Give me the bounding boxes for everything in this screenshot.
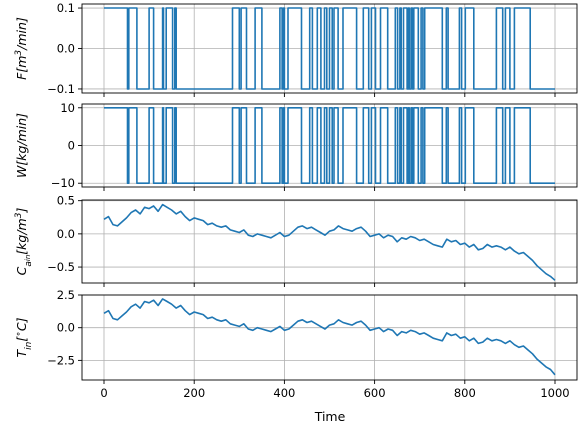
y-tick-label: 0.0	[57, 42, 75, 56]
panel-1: −0.1 0.0 0.1 F[m3/min]	[14, 1, 578, 97]
y-tick-label: 10	[60, 101, 75, 115]
x-axis-label: Time	[314, 409, 346, 424]
series-line-2	[104, 107, 555, 184]
y-tick-label: −2.5	[47, 353, 75, 367]
y-tick-label: 0.0	[57, 321, 75, 335]
y-tick-label: −0.5	[47, 260, 75, 274]
plot-frame	[81, 103, 578, 188]
y-tick-label: 0.1	[57, 1, 75, 15]
panel-3: −0.5 0.0 0.5 Cain[kg/m3]	[14, 194, 578, 287]
y-tick-label: 0.0	[57, 227, 75, 241]
plot-frame	[81, 199, 578, 284]
x-tick-label: 600	[364, 386, 386, 400]
y-axis-label-4: Tin[∘C]	[14, 317, 34, 357]
x-tick-label: 400	[273, 386, 295, 400]
panel-4: −2.5 0.0 2.5 0 200 400 600 800 1000 Tin[∘C]	[14, 288, 578, 400]
plot-frame	[81, 3, 578, 94]
y-axis-label-2: W[kg/min]	[14, 113, 29, 178]
y-axis-label-3: Cain[kg/m3]	[14, 208, 34, 276]
series-line-3	[103, 203, 556, 281]
series-line-4	[103, 298, 556, 376]
y-tick-label: 0.5	[57, 194, 75, 208]
y-tick-label: 0	[68, 139, 75, 153]
plot-frame	[81, 294, 578, 381]
y-axis-label-1: F[m3/min]	[14, 17, 29, 80]
x-tick-label: 200	[183, 386, 205, 400]
x-tick-label: 1000	[540, 386, 569, 400]
panel-2: −10 0 10 W[kg/min]	[14, 101, 578, 191]
y-tick-label: 2.5	[57, 288, 75, 302]
x-tick-label: 0	[100, 386, 107, 400]
y-tick-label: −0.1	[47, 82, 75, 96]
x-tick-label: 800	[454, 386, 476, 400]
y-tick-label: −10	[51, 176, 75, 190]
series-line-1	[104, 7, 555, 90]
